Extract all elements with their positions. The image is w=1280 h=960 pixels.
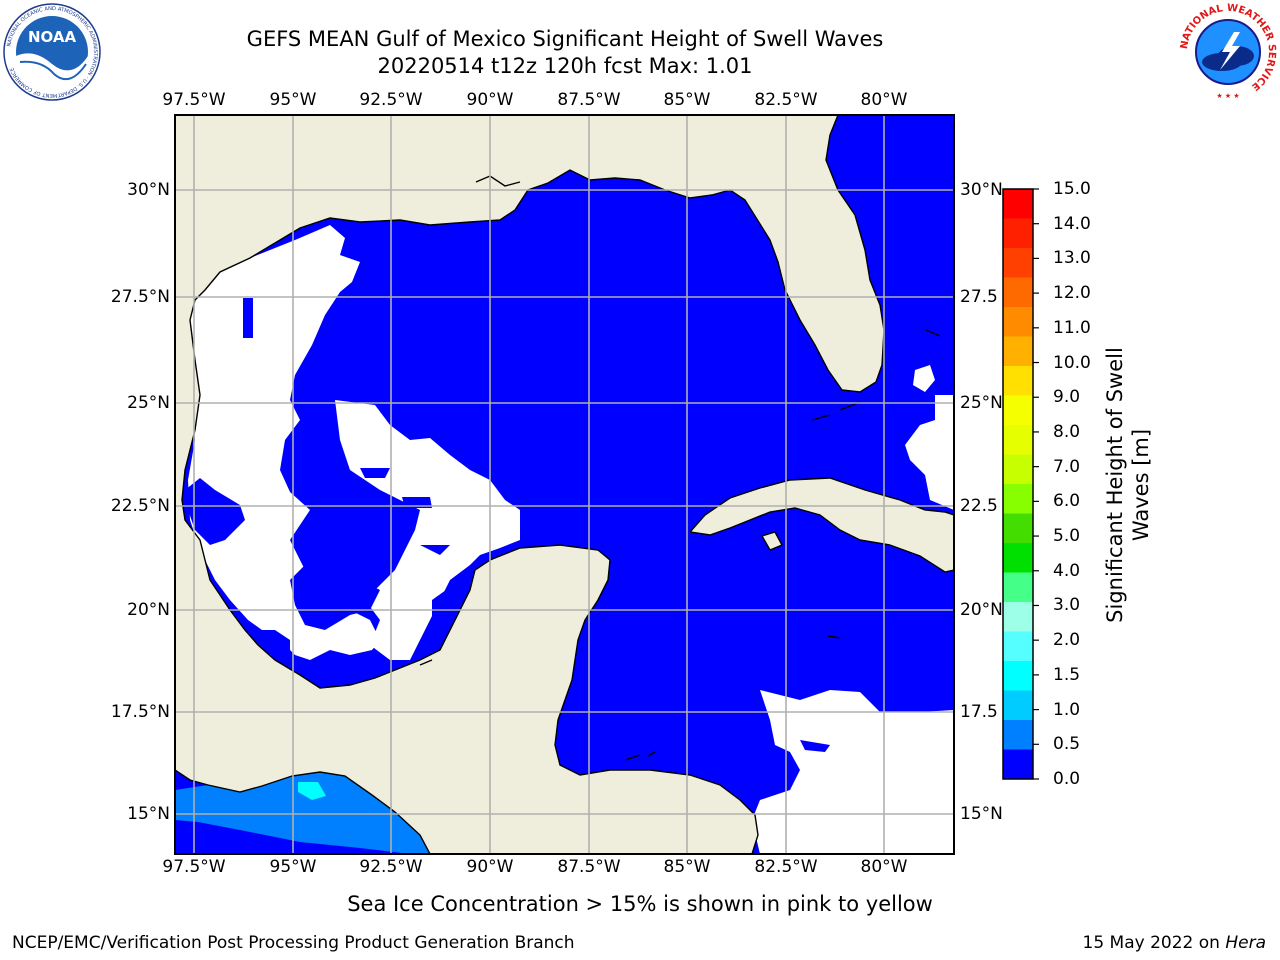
- pacific-band-0-5: [175, 772, 430, 854]
- sea-ice-note: Sea Ice Concentration > 15% is shown in …: [0, 891, 1280, 917]
- colorbar-tick-label: 9.0: [1053, 387, 1081, 408]
- colorbar-tick-label: 10.0: [1053, 352, 1091, 373]
- colorbar-segment: [1003, 631, 1033, 662]
- colorbar-segment: [1003, 425, 1033, 455]
- lon-tick-top: 80°W: [860, 90, 908, 110]
- sea-ice-note-text: Sea Ice Concentration > 15% is shown in …: [347, 892, 933, 916]
- lon-tick-bottom: 97.5°W: [162, 857, 226, 877]
- chart-title: GEFS MEAN Gulf of Mexico Significant Hei…: [246, 27, 884, 51]
- lon-tick-bottom: 95°W: [269, 857, 317, 877]
- lat-tick-left: 27.5°N: [110, 287, 170, 307]
- colorbar-segment: [1003, 218, 1033, 249]
- colorbar-tick-label: 1.0: [1053, 699, 1081, 720]
- lon-tick-top: 87.5°W: [557, 90, 621, 110]
- colorbar-segment: [1003, 189, 1033, 219]
- colorbar-tick-label: 1.5: [1053, 664, 1081, 685]
- lat-tick-right: 27.5: [960, 287, 998, 307]
- lat-tick-left: 25°N: [127, 393, 170, 413]
- lon-tick-top: 92.5°W: [359, 90, 423, 110]
- lon-tick-bottom: 87.5°W: [557, 857, 621, 877]
- lon-tick-bottom: 85°W: [663, 857, 711, 877]
- colorbar-segment: [1003, 366, 1033, 396]
- colorbar-segment: [1003, 277, 1033, 308]
- lon-tick-top: 95°W: [269, 90, 317, 110]
- chart-subtitle: 20220514 t12z 120h fcst Max: 1.01: [377, 54, 753, 78]
- lat-tick-right: 17.5: [960, 702, 998, 722]
- no-data-central-gulf: [335, 400, 520, 660]
- lon-tick-top: 97.5°W: [162, 90, 226, 110]
- colorbar-segment: [1003, 661, 1033, 691]
- nws-logo: NATIONAL WEATHER SERVICE ★ ★ ★: [1179, 3, 1277, 100]
- lat-tick-left: 17.5°N: [110, 702, 170, 722]
- colorbar-segment: [1003, 454, 1033, 485]
- colorbar-segment: [1003, 513, 1033, 544]
- footer-branch: NCEP/EMC/Verification Post Processing Pr…: [12, 933, 575, 953]
- lon-tick-bottom: 92.5°W: [359, 857, 423, 877]
- map-frame: [174, 114, 955, 855]
- colorbar-tick-label: 15.0: [1053, 179, 1091, 199]
- lon-tick-top: 85°W: [663, 90, 711, 110]
- lat-tick-right: 30°N: [960, 180, 1003, 200]
- colorbar-tick-label: 6.0: [1053, 491, 1081, 512]
- lat-tick-left: 15°N: [127, 804, 170, 824]
- lon-tick-top: 90°W: [466, 90, 514, 110]
- colorbar-tick-label: 7.0: [1053, 456, 1081, 477]
- colorbar-tick-label: 14.0: [1053, 213, 1091, 234]
- colorbar-segment: [1003, 690, 1033, 721]
- footer-date: 15 May 2022 on Hera: [1083, 933, 1267, 953]
- noaa-logo: NOAA NATIONAL OCEANIC AND ATMOSPHERIC AD…: [3, 3, 101, 101]
- lat-tick-right: 22.5: [960, 496, 998, 516]
- colorbar-tick-label: 12.0: [1053, 283, 1091, 304]
- svg-text:NOAA: NOAA: [28, 28, 77, 46]
- lat-tick-left: 30°N: [127, 180, 170, 200]
- colorbar-frame: [1002, 188, 1034, 780]
- colorbar-tick-label: 3.0: [1053, 595, 1081, 616]
- footer-date-text: 15 May 2022 on: [1082, 933, 1226, 953]
- colorbar-tick-label: 5.0: [1053, 526, 1081, 547]
- pacific-band-1-0: [298, 782, 326, 800]
- no-data-west-gulf: [185, 225, 380, 660]
- colorbar-segment: [1003, 602, 1033, 632]
- colorbar-tick-label: 13.0: [1053, 248, 1091, 269]
- lon-tick-top: 82.5°W: [754, 90, 818, 110]
- no-data-gulf-east-edge: [905, 395, 954, 510]
- colorbar-label: Significant Height of Swell Waves [m]: [1103, 347, 1153, 623]
- colorbar-segment: [1003, 484, 1033, 514]
- colorbar-tick-label: 0.5: [1053, 734, 1081, 755]
- lat-tick-left: 22.5°N: [110, 496, 170, 516]
- colorbar-tick-label: 4.0: [1053, 560, 1081, 581]
- land-north-america: [175, 115, 884, 854]
- colorbar-tick-label: 2.0: [1053, 630, 1081, 651]
- colorbar-segment: [1003, 572, 1033, 603]
- lat-tick-right: 20°N: [960, 600, 1003, 620]
- lat-tick-left: 20°N: [127, 600, 170, 620]
- colorbar-segment: [1003, 307, 1033, 337]
- lat-tick-right: 25°N: [960, 393, 1003, 413]
- svg-text:★ ★ ★: ★ ★ ★: [1216, 92, 1239, 100]
- colorbar-segment: [1003, 395, 1033, 426]
- lon-tick-bottom: 90°W: [466, 857, 514, 877]
- map-gridlines: [175, 115, 954, 854]
- footer-machine: Hera: [1225, 933, 1266, 953]
- colorbar-tick-label: 8.0: [1053, 421, 1081, 442]
- lat-tick-right: 15°N: [960, 804, 1003, 824]
- colorbar-segment: [1003, 336, 1033, 367]
- colorbar-segment: [1003, 749, 1033, 780]
- colorbar-segment: [1003, 720, 1033, 750]
- lon-tick-bottom: 80°W: [860, 857, 908, 877]
- colorbar-segment: [1003, 248, 1033, 278]
- lon-tick-bottom: 82.5°W: [754, 857, 818, 877]
- land-cuba: [690, 478, 954, 572]
- colorbar-segment: [1003, 543, 1033, 573]
- no-data-caribbean: [752, 690, 954, 854]
- colorbar-tick-label: 0.0: [1053, 769, 1081, 789]
- colorbar-tick-label: 11.0: [1053, 317, 1091, 338]
